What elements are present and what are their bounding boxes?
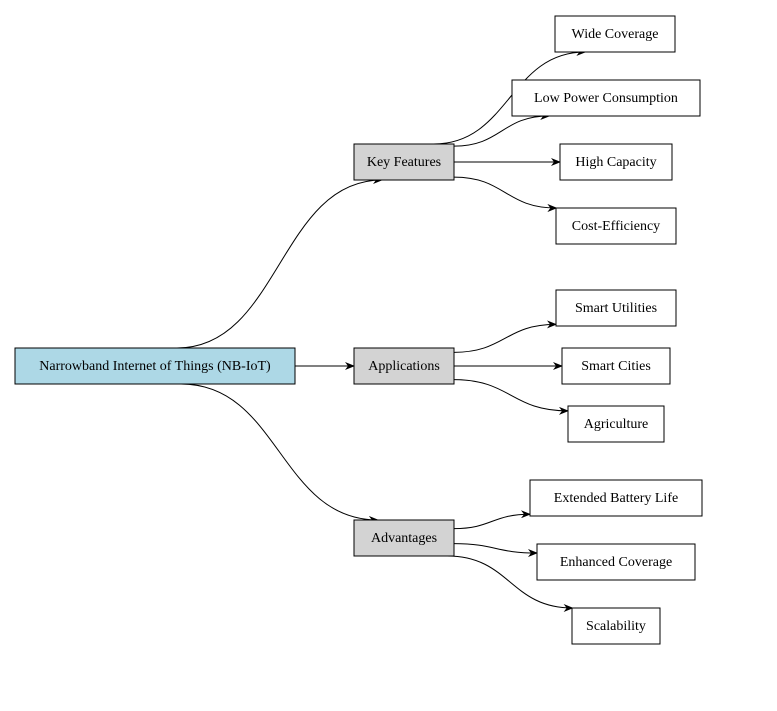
node-label-adv: Advantages <box>371 531 437 546</box>
node-apps: Applications <box>354 348 454 384</box>
node-label-smartct: Smart Cities <box>581 359 651 374</box>
edge-root-keyfeat <box>177 180 382 348</box>
node-root: Narrowband Internet of Things (NB-IoT) <box>15 348 295 384</box>
node-smartct: Smart Cities <box>562 348 670 384</box>
node-label-keyfeat: Key Features <box>367 155 441 170</box>
edge-adv-extbatt <box>454 514 530 528</box>
node-label-scal: Scalability <box>586 619 646 634</box>
edge-adv-enhcov <box>454 544 537 553</box>
node-label-extbatt: Extended Battery Life <box>554 491 678 506</box>
node-smartut: Smart Utilities <box>556 290 676 326</box>
node-adv: Advantages <box>354 520 454 556</box>
node-label-root: Narrowband Internet of Things (NB-IoT) <box>39 359 271 374</box>
node-extbatt: Extended Battery Life <box>530 480 702 516</box>
node-widecov: Wide Coverage <box>555 16 675 52</box>
node-label-enhcov: Enhanced Coverage <box>560 555 672 570</box>
node-label-agri: Agriculture <box>584 417 649 432</box>
edge-keyfeat-costeff <box>454 177 556 208</box>
nbiot-tree-diagram: Narrowband Internet of Things (NB-IoT) Ke… <box>0 0 777 711</box>
node-costeff: Cost-Efficiency <box>556 208 676 244</box>
node-label-costeff: Cost-Efficiency <box>572 219 660 234</box>
edge-apps-agri <box>454 380 568 411</box>
edge-keyfeat-lowpow <box>454 116 549 146</box>
node-scal: Scalability <box>572 608 660 644</box>
node-label-apps: Applications <box>368 359 440 374</box>
node-agri: Agriculture <box>568 406 664 442</box>
node-label-widecov: Wide Coverage <box>572 27 659 42</box>
node-enhcov: Enhanced Coverage <box>537 544 695 580</box>
node-label-hicap: High Capacity <box>575 155 656 170</box>
edge-apps-smartut <box>454 324 556 352</box>
node-keyfeat: Key Features <box>354 144 454 180</box>
node-label-lowpow: Low Power Consumption <box>534 91 678 106</box>
edge-root-adv <box>181 384 378 520</box>
node-lowpow: Low Power Consumption <box>512 80 700 116</box>
node-label-smartut: Smart Utilities <box>575 301 657 316</box>
node-hicap: High Capacity <box>560 144 672 180</box>
